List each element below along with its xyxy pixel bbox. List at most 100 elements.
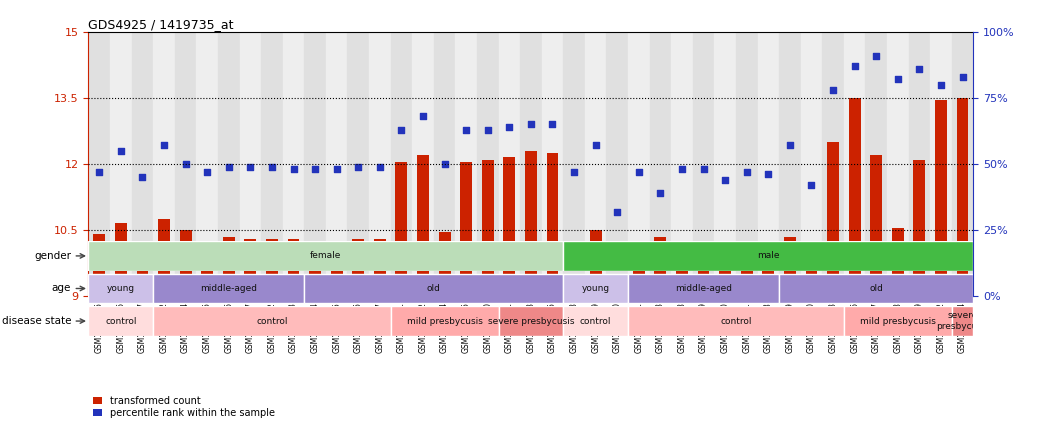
Bar	[801, 32, 822, 296]
Bar	[525, 151, 537, 296]
Text: mild presbycusis: mild presbycusis	[860, 316, 936, 326]
Point	[652, 190, 668, 196]
Point	[609, 208, 626, 215]
Bar	[585, 32, 607, 296]
Bar	[201, 243, 213, 296]
Bar	[218, 32, 239, 296]
Bar	[94, 234, 105, 296]
Bar	[676, 243, 688, 296]
Point	[177, 161, 194, 168]
Bar	[779, 274, 973, 303]
Bar	[714, 32, 736, 296]
Point	[263, 163, 280, 170]
Point	[393, 126, 410, 133]
Bar	[88, 274, 153, 303]
Text: age: age	[52, 283, 71, 294]
Bar	[309, 243, 321, 296]
Bar	[223, 236, 234, 296]
Bar	[951, 306, 973, 336]
Text: GDS4925 / 1419735_at: GDS4925 / 1419735_at	[88, 18, 234, 30]
Text: control: control	[256, 316, 287, 326]
Point	[955, 73, 971, 80]
Bar	[848, 98, 861, 296]
Point	[328, 166, 345, 173]
Bar	[736, 32, 758, 296]
Text: severe presbycusis: severe presbycusis	[487, 316, 575, 326]
Bar	[541, 32, 563, 296]
Text: middle-aged: middle-aged	[675, 284, 732, 293]
Bar	[935, 100, 947, 296]
Bar	[158, 219, 170, 296]
Bar	[655, 236, 666, 296]
Bar	[779, 32, 801, 296]
Text: severe
presbycusis: severe presbycusis	[936, 311, 989, 331]
Text: middle-aged: middle-aged	[200, 284, 257, 293]
Bar	[692, 32, 714, 296]
Point	[824, 87, 841, 93]
Bar	[115, 223, 127, 296]
Point	[242, 163, 258, 170]
Bar	[870, 155, 882, 296]
Point	[436, 161, 453, 168]
Text: male: male	[757, 251, 780, 261]
Point	[112, 147, 129, 154]
Bar	[628, 32, 650, 296]
Bar	[88, 306, 153, 336]
Bar	[331, 243, 342, 296]
Bar	[153, 32, 175, 296]
Text: young: young	[582, 284, 610, 293]
Bar	[499, 306, 563, 336]
Bar	[239, 32, 261, 296]
Bar	[671, 32, 692, 296]
Point	[631, 168, 648, 175]
Point	[544, 121, 561, 128]
Bar	[589, 230, 602, 296]
Point	[738, 168, 755, 175]
Bar	[563, 241, 973, 271]
Bar	[822, 32, 844, 296]
Bar	[806, 243, 817, 296]
Point	[804, 182, 820, 189]
Point	[414, 113, 431, 120]
Bar	[719, 245, 731, 296]
Bar	[951, 32, 973, 296]
Bar	[697, 241, 710, 296]
Bar	[287, 239, 300, 296]
Bar	[762, 243, 775, 296]
Bar	[482, 159, 493, 296]
Bar	[931, 32, 951, 296]
Bar	[628, 274, 779, 303]
Point	[458, 126, 475, 133]
Bar	[175, 32, 197, 296]
Point	[695, 166, 712, 173]
Text: control: control	[105, 316, 136, 326]
Bar	[741, 243, 753, 296]
Legend: transformed count, percentile rank within the sample: transformed count, percentile rank withi…	[94, 396, 275, 418]
Bar	[913, 159, 925, 296]
Bar	[865, 32, 887, 296]
Bar	[110, 32, 131, 296]
Bar	[568, 287, 580, 296]
Point	[501, 124, 517, 130]
Bar	[892, 228, 904, 296]
Bar	[245, 239, 256, 296]
Bar	[887, 32, 909, 296]
Text: disease state: disease state	[2, 316, 71, 326]
Bar	[758, 32, 779, 296]
Bar	[153, 274, 304, 303]
Bar	[197, 32, 218, 296]
Bar	[499, 32, 520, 296]
Bar	[374, 239, 386, 296]
Bar	[88, 241, 563, 271]
Bar	[957, 98, 968, 296]
Bar	[131, 32, 153, 296]
Bar	[88, 32, 110, 296]
Point	[285, 166, 302, 173]
Bar	[304, 274, 563, 303]
Bar	[396, 162, 407, 296]
Bar	[412, 32, 434, 296]
Point	[587, 142, 604, 149]
Bar	[417, 155, 429, 296]
Bar	[563, 274, 628, 303]
Bar	[390, 32, 412, 296]
